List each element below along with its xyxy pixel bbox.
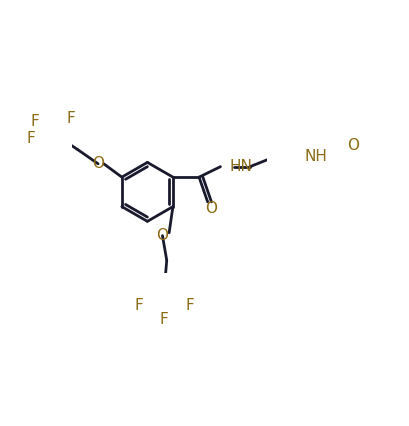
Text: O: O (92, 156, 104, 171)
Text: O: O (157, 228, 169, 243)
Text: F: F (26, 131, 35, 146)
Text: F: F (31, 115, 39, 130)
Text: HN: HN (229, 159, 252, 174)
Text: F: F (134, 299, 143, 314)
Text: F: F (66, 111, 75, 126)
Text: NH: NH (304, 149, 327, 164)
Text: O: O (205, 201, 217, 216)
Text: F: F (186, 299, 194, 314)
Text: F: F (160, 312, 169, 327)
Text: O: O (347, 138, 359, 153)
